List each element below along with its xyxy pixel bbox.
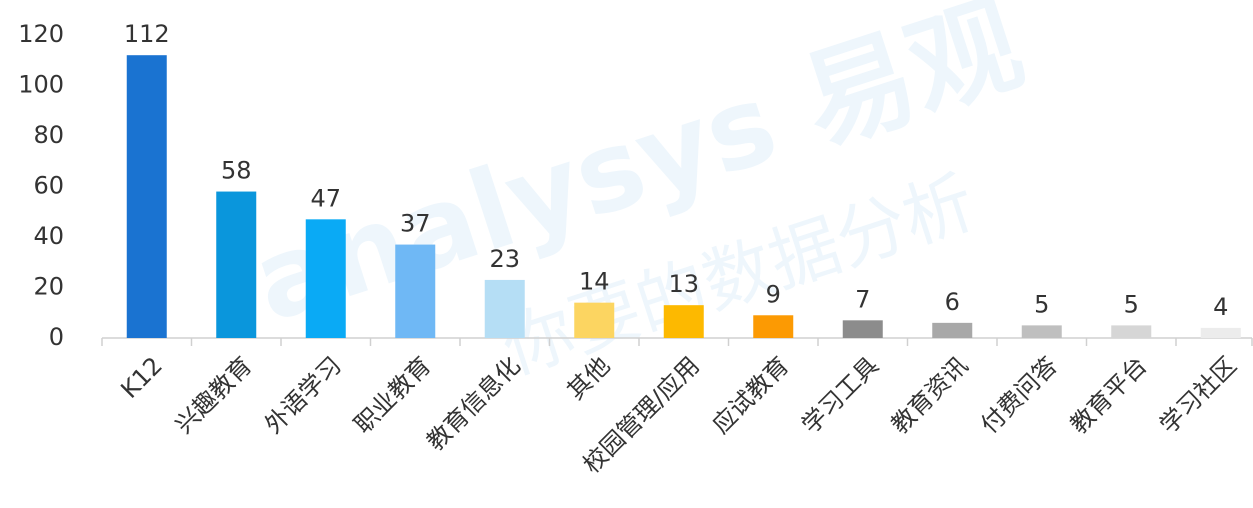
x-tick-label: 职业教育	[349, 351, 437, 439]
x-tick-label: K12	[115, 351, 168, 404]
x-tick-label: 外语学习	[259, 351, 347, 439]
value-label: 112	[124, 20, 170, 48]
value-label: 58	[221, 157, 252, 185]
x-tick-label: 兴趣教育	[170, 351, 258, 439]
bar	[574, 302, 615, 338]
bar	[395, 244, 436, 338]
bar	[1111, 325, 1152, 338]
bar	[932, 322, 973, 338]
x-tick-label: 学习社区	[1154, 351, 1242, 439]
x-tick-label: 教育信息化	[421, 351, 526, 456]
x-tick-label: 教育平台	[1065, 351, 1153, 439]
x-tick-label: 教育资讯	[886, 351, 974, 439]
value-label: 5	[1124, 290, 1139, 318]
bar	[1021, 325, 1062, 338]
value-label: 9	[766, 280, 781, 308]
value-label: 7	[855, 285, 870, 313]
y-tick-label: 20	[33, 273, 64, 301]
x-tick-label: 付费问答	[975, 351, 1063, 439]
bar	[842, 320, 883, 338]
y-tick-label: 0	[49, 323, 64, 351]
value-label: 37	[400, 210, 431, 238]
value-label: 13	[668, 270, 699, 298]
bar	[126, 55, 167, 338]
bar	[663, 305, 704, 338]
value-label: 47	[310, 184, 341, 212]
y-tick-label: 40	[33, 222, 64, 250]
x-tick-label: 应试教育	[707, 351, 795, 439]
bar	[484, 279, 525, 338]
y-tick-label: 80	[33, 121, 64, 149]
value-label: 4	[1213, 293, 1228, 321]
bar	[1200, 327, 1241, 338]
value-label: 5	[1034, 290, 1049, 318]
y-tick-label: 100	[18, 71, 64, 99]
bar	[305, 219, 346, 338]
y-tick-label: 60	[33, 172, 64, 200]
x-tick-label: 学习工具	[796, 351, 884, 439]
bar	[753, 315, 794, 338]
bar	[216, 191, 257, 338]
y-tick-label: 120	[18, 20, 64, 48]
value-label: 14	[579, 268, 610, 296]
value-label: 23	[489, 245, 520, 273]
value-label: 6	[945, 288, 960, 316]
